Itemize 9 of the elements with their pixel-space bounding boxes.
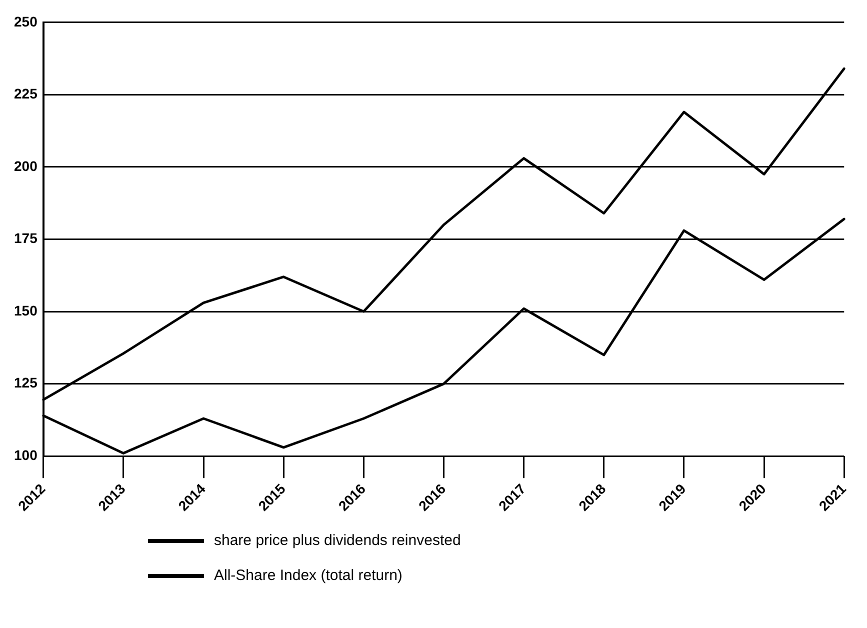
y-tick-label: 225 bbox=[14, 86, 38, 102]
y-tick-label: 175 bbox=[14, 230, 38, 246]
legend-label: All-Share Index (total return) bbox=[214, 567, 402, 584]
y-tick-label: 200 bbox=[14, 158, 38, 174]
y-tick-label: 125 bbox=[14, 374, 38, 391]
y-tick-label: 150 bbox=[14, 302, 38, 318]
y-tick-label: 250 bbox=[14, 13, 38, 30]
y-tick-label: 100 bbox=[14, 446, 38, 463]
legend-label: share price plus dividends reinvested bbox=[214, 532, 461, 549]
